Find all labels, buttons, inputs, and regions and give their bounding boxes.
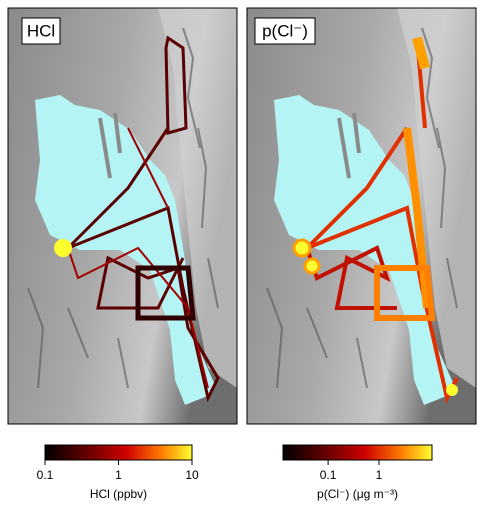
colorbar	[44, 444, 193, 461]
colorbar	[282, 444, 433, 461]
colorbar-tick-label: 0.1	[37, 468, 54, 482]
colorbar-tick-label: 1	[115, 468, 122, 482]
colorbar-label: p(Cl⁻) (μg m⁻³)	[317, 487, 398, 501]
colorbar-tick-label: 1	[376, 468, 383, 482]
high-value-spot	[446, 384, 458, 396]
high-value-spot	[54, 239, 72, 257]
map-panel: p(Cl⁻)	[245, 6, 478, 426]
panel-title: HCl	[27, 21, 55, 40]
high-value-spot	[303, 257, 321, 275]
flight-tracks	[66, 35, 220, 403]
colorbar-label: HCl (ppbv)	[90, 487, 147, 501]
flight-tracks	[305, 36, 459, 404]
colorbar-tick-label: 10	[185, 468, 199, 482]
colorbar-tick-label: 0.1	[320, 468, 337, 482]
map-panel: HCl	[6, 6, 239, 426]
high-value-spot	[292, 238, 312, 258]
panel-title: p(Cl⁻)	[262, 21, 308, 40]
